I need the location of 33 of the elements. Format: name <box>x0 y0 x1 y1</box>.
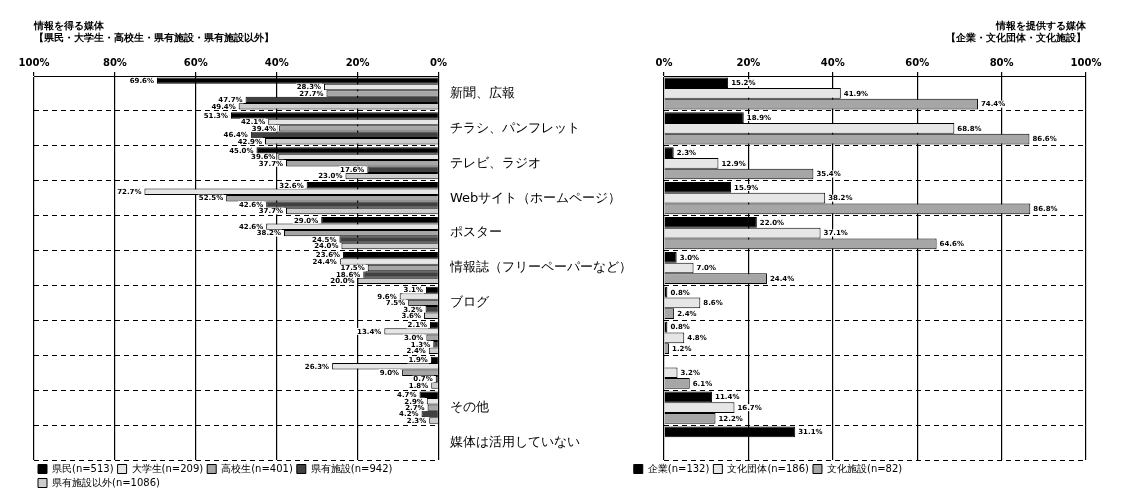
y-tick-label: Webサイト（ホームページ） <box>450 189 622 205</box>
y-tick-label: その他 <box>450 399 489 415</box>
x-tick-label: 80% <box>102 56 127 68</box>
chart-subtitle: 【企業・文化団体・文化施設】 <box>946 31 1086 43</box>
x-tick-label: 0% <box>430 56 447 68</box>
legend-label: 高校生(n=401) <box>221 462 293 474</box>
x-tick-label: 100% <box>1070 56 1102 68</box>
chart-title: 情報を提供する媒体 <box>995 19 1087 32</box>
y-tick-label: 情報誌（フリーペーパーなど） <box>449 259 632 275</box>
x-tick-label: 40% <box>820 56 845 68</box>
legend-label: 県民(n=513) <box>52 462 114 474</box>
x-tick-label: 60% <box>183 56 208 68</box>
legend-label: 文化施設(n=82) <box>826 462 903 474</box>
y-tick-label: 媒体は活用していない <box>450 433 580 449</box>
x-tick-label: 80% <box>989 56 1014 68</box>
chart-title: 情報を得る媒体 <box>33 19 105 31</box>
y-tick-label: ブログ <box>450 294 490 310</box>
x-tick-label: 20% <box>345 56 370 68</box>
x-tick-label: 100% <box>18 56 50 68</box>
legend-label: 文化団体(n=186) <box>727 462 810 474</box>
legend-label: 企業(n=132) <box>647 462 710 474</box>
y-tick-label: 新聞、広報 <box>450 84 515 100</box>
x-tick-label: 0% <box>655 56 673 68</box>
y-tick-label: チラシ、パンフレット <box>450 119 580 135</box>
y-tick-label: ポスター <box>450 224 502 240</box>
legend-label: 県有施設(n=942) <box>310 462 393 474</box>
x-tick-label: 40% <box>264 56 289 68</box>
x-tick-label: 20% <box>736 56 761 68</box>
y-tick-label: テレビ、ラジオ <box>450 154 541 170</box>
legend-label: 県有施設以外(n=1086) <box>52 476 161 488</box>
chart-subtitle: 【県民・大学生・高校生・県有施設・県有施設以外】 <box>34 31 274 43</box>
legend-label: 大学生(n=209) <box>131 462 204 474</box>
x-tick-label: 60% <box>905 56 930 68</box>
